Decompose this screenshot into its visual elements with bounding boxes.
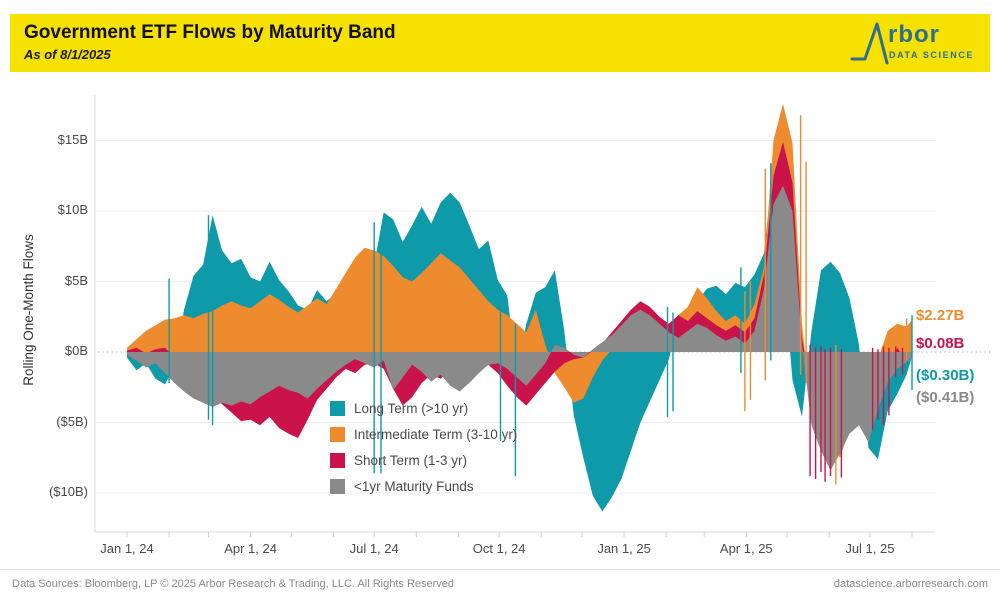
x-tick-label: Jan 1, 24 [100, 541, 154, 556]
y-tick-label: ($5B) [56, 413, 88, 429]
logo-wordmark: rbor [888, 21, 940, 48]
legend-item-2[interactable]: Short Term (1-3 yr) [330, 447, 517, 473]
y-tick-label: $5B [64, 272, 88, 288]
legend-label: <1yr Maturity Funds [354, 478, 474, 494]
logo-tagline: DATA SCIENCE [889, 50, 975, 60]
y-tick-label: $15B [57, 131, 88, 147]
x-tick-label: Jul 1, 24 [349, 541, 399, 556]
arbor-peak-icon [850, 22, 889, 65]
legend-swatch [330, 426, 345, 442]
legend-item-3[interactable]: <1yr Maturity Funds [330, 473, 517, 499]
arbor-logo: rbor DATA SCIENCE [848, 19, 976, 69]
x-tick-label: Jan 1, 25 [597, 541, 651, 556]
footer: Data Sources: Bloomberg, LP © 2025 Arbor… [0, 569, 1000, 590]
legend-swatch [330, 452, 345, 468]
legend-swatch [330, 400, 345, 416]
as-of-subtitle: As of 8/1/2025 [24, 46, 111, 62]
legend-item-1[interactable]: Intermediate Term (3-10 yr) [330, 421, 517, 447]
footer-url: datascience.arborresearch.com [833, 578, 988, 590]
footer-attribution: Data Sources: Bloomberg, LP © 2025 Arbor… [12, 578, 455, 590]
y-tick-label: ($10B) [48, 484, 88, 499]
legend-swatch [330, 478, 345, 494]
end-value-label-2: $0.08B [916, 335, 965, 352]
legend-item-0[interactable]: Long Term (>10 yr) [330, 395, 517, 421]
area-series-3[interactable] [127, 185, 912, 471]
end-value-label-3: ($0.41B) [916, 389, 975, 406]
x-tick-label: Oct 1, 24 [472, 541, 526, 556]
end-value-label-1: $2.27B [916, 307, 965, 324]
y-tick-label: $0B [64, 343, 88, 358]
header-banner: Government ETF Flows by Maturity Band As… [10, 14, 990, 72]
x-tick-label: Apr 1, 25 [719, 541, 773, 556]
y-tick-label: $10B [57, 202, 88, 217]
page-title: Government ETF Flows by Maturity Band [24, 22, 396, 43]
x-tick-label: Apr 1, 24 [224, 541, 277, 556]
legend-label: Long Term (>10 yr) [354, 400, 469, 416]
legend-label: Intermediate Term (3-10 yr) [354, 426, 518, 442]
legend-label: Short Term (1-3 yr) [354, 452, 468, 468]
x-tick-label: Jul 1, 25 [845, 541, 895, 556]
legend: Long Term (>10 yr) Intermediate Term (3-1… [330, 395, 517, 499]
end-value-label-0: ($0.30B) [916, 367, 975, 384]
